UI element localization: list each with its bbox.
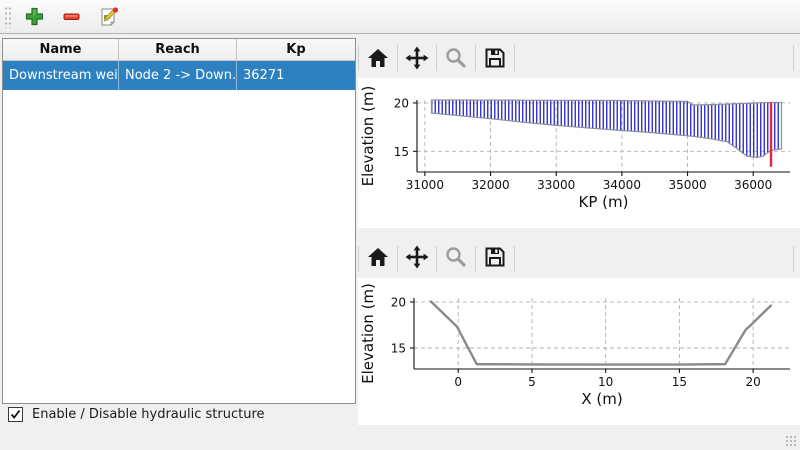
- column-header-name[interactable]: Name: [3, 39, 119, 60]
- edit-structure-button[interactable]: [95, 3, 122, 30]
- minus-icon: [63, 13, 80, 20]
- svg-text:Elevation (m): Elevation (m): [360, 86, 377, 187]
- zoom-icon: [446, 247, 466, 267]
- zoom-button[interactable]: [441, 242, 471, 272]
- toolbar-separator: [397, 45, 398, 71]
- toolbar-separator: [793, 45, 794, 71]
- column-header-reach[interactable]: Reach: [119, 39, 237, 60]
- cell-kp: 36271: [243, 68, 285, 83]
- toolbar-separator: [793, 246, 794, 272]
- svg-text:20: 20: [391, 295, 406, 309]
- profile-plot-toolbar: [358, 38, 800, 78]
- save-icon: [485, 48, 505, 68]
- cell-name: Downstream weir: [3, 61, 119, 90]
- home-icon: [368, 49, 388, 67]
- cross-section-plot-canvas[interactable]: 0 5 10 15 20 15 20 X (m) Elevation (m): [360, 278, 800, 425]
- home-button[interactable]: [363, 242, 393, 272]
- column-header-kp[interactable]: Kp: [286, 42, 306, 57]
- save-icon: [485, 247, 505, 267]
- svg-text:15: 15: [394, 145, 409, 159]
- zoom-button[interactable]: [441, 43, 471, 73]
- svg-text:10: 10: [598, 375, 613, 389]
- plus-icon: [25, 7, 44, 26]
- home-button[interactable]: [363, 43, 393, 73]
- svg-text:KP (m): KP (m): [579, 193, 629, 211]
- toolbar-separator: [436, 246, 437, 272]
- toolbar-separator: [358, 45, 359, 71]
- profile-plot-canvas[interactable]: 31000 32000 33000 34000 35000 36000 15 20 KP (m)…: [360, 78, 800, 228]
- zoom-icon: [446, 48, 466, 68]
- svg-text:Elevation (m): Elevation (m): [360, 283, 377, 384]
- home-icon: [368, 248, 388, 266]
- save-button[interactable]: [480, 242, 510, 272]
- add-structure-button[interactable]: [21, 3, 48, 30]
- toolbar-separator: [397, 246, 398, 272]
- pan-icon: [405, 46, 429, 70]
- svg-text:20: 20: [394, 96, 409, 110]
- svg-text:32000: 32000: [471, 178, 509, 192]
- svg-text:33000: 33000: [537, 178, 575, 192]
- structures-table: Name Reach Kp Downstream weir Node 2 -> …: [2, 38, 356, 404]
- toolbar-separator: [475, 246, 476, 272]
- svg-text:31000: 31000: [406, 178, 444, 192]
- pan-button[interactable]: [402, 43, 432, 73]
- table-header: Name Reach Kp: [3, 39, 355, 61]
- edit-icon: [101, 6, 118, 26]
- cross-section-plot-toolbar: [358, 228, 800, 278]
- enable-structure-label: Enable / Disable hydraulic structure: [32, 407, 265, 422]
- cell-reach: Node 2 -> Down…: [119, 61, 237, 90]
- svg-text:36000: 36000: [734, 178, 772, 192]
- longitudinal-profile-figure: 31000 32000 33000 34000 35000 36000 15 20 KP (m)…: [358, 78, 800, 228]
- toolbar-separator: [514, 246, 515, 272]
- check-icon: [10, 409, 21, 419]
- toolbar-separator: [475, 45, 476, 71]
- toolbar-drag-handle[interactable]: [4, 5, 11, 28]
- svg-text:5: 5: [528, 375, 536, 389]
- cross-section-figure: 0 5 10 15 20 15 20 X (m) Elevation (m): [358, 278, 800, 425]
- save-button[interactable]: [480, 43, 510, 73]
- main-toolbar: [0, 0, 800, 34]
- remove-structure-button[interactable]: [58, 3, 85, 30]
- window-resize-grip[interactable]: [785, 435, 798, 448]
- pan-button[interactable]: [402, 242, 432, 272]
- svg-text:20: 20: [745, 375, 760, 389]
- toolbar-separator: [514, 45, 515, 71]
- enable-structure-checkbox[interactable]: [8, 407, 23, 422]
- toolbar-separator: [358, 246, 359, 272]
- svg-text:35000: 35000: [668, 178, 706, 192]
- svg-text:15: 15: [672, 375, 687, 389]
- svg-text:X (m): X (m): [581, 390, 622, 408]
- svg-text:15: 15: [391, 342, 406, 356]
- svg-text:0: 0: [454, 375, 462, 389]
- pan-icon: [405, 245, 429, 269]
- enable-structure-row: Enable / Disable hydraulic structure: [8, 407, 265, 422]
- svg-text:34000: 34000: [603, 178, 641, 192]
- toolbar-separator: [436, 45, 437, 71]
- table-row[interactable]: Downstream weir Node 2 -> Down… 36271: [3, 61, 355, 90]
